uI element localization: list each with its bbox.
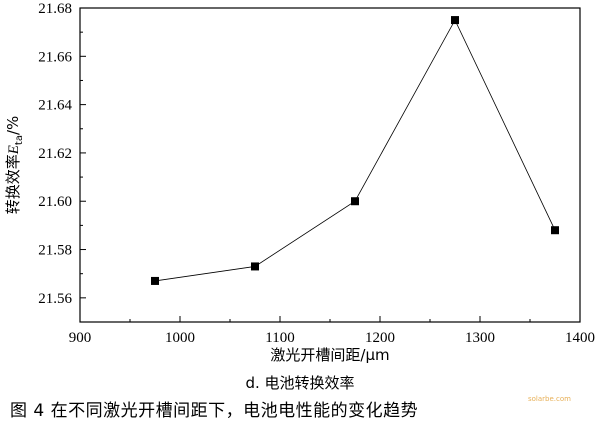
x-tick-label-2: 1100 (265, 330, 294, 346)
subcaption: d. 电池转换效率 (245, 374, 355, 392)
watermark: solarbe.com (528, 395, 571, 403)
plot-frame (79, 7, 581, 323)
y-tick-label-1: 21.58 (38, 243, 72, 259)
x-tick-label-5: 1400 (565, 330, 595, 346)
x-tick-label-1: 1000 (165, 330, 195, 346)
x-axis: 900 1000 1100 1200 1300 1400 (69, 316, 595, 346)
x-tick-label-0: 900 (69, 330, 92, 346)
y-axis-title-suffix: /% (4, 116, 22, 135)
y-tick-label-0: 21.56 (38, 291, 72, 307)
y-tick-label-4: 21.64 (38, 98, 72, 114)
y-tick-label-5: 21.66 (38, 49, 72, 65)
y-tick-label-2: 21.60 (38, 194, 72, 210)
y-tick-label-6: 21.68 (38, 1, 72, 17)
y-axis-title-sub: ta (14, 135, 25, 145)
figure-caption: 图 4 在不同激光开槽间距下，电池电性能的变化趋势 (10, 401, 419, 421)
data-point-3 (451, 16, 459, 25)
series-line (154, 19, 556, 282)
data-point-1 (251, 262, 259, 271)
x-tick-label-4: 1300 (465, 330, 495, 346)
series-points (151, 16, 559, 285)
x-axis-title: 激光开槽间距/μm (270, 346, 389, 364)
series-polyline (154, 19, 556, 282)
x-tick-label-3: 1200 (365, 330, 395, 346)
data-point-0 (151, 276, 159, 285)
plot-border (79, 7, 581, 323)
y-axis-title-var: E (6, 145, 22, 155)
data-point-2 (351, 197, 359, 206)
y-axis-title-prefix: 转换效率 (4, 154, 22, 214)
data-point-4 (551, 226, 559, 235)
y-axis: 21.56 21.58 21.60 21.62 21.64 21.66 21.68 (38, 1, 86, 307)
y-axis-title: 转换效率Eta/% (4, 116, 25, 215)
y-tick-label-3: 21.62 (38, 146, 72, 162)
chart: 21.56 21.58 21.60 21.62 21.64 21.66 21.68 900 1… (4, 1, 595, 364)
